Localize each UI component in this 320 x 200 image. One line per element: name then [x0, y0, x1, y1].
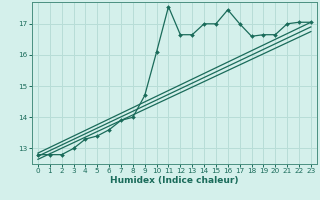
X-axis label: Humidex (Indice chaleur): Humidex (Indice chaleur): [110, 176, 239, 185]
